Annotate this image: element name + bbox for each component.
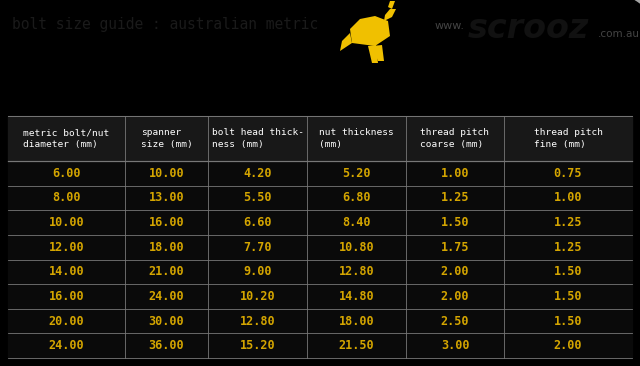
Text: 1.25: 1.25 <box>554 241 582 254</box>
Text: spanner
size (mm): spanner size (mm) <box>141 128 193 149</box>
Text: 21.00: 21.00 <box>148 265 184 278</box>
Text: 1.50: 1.50 <box>554 265 582 278</box>
Text: 30.00: 30.00 <box>148 314 184 328</box>
Text: 12.80: 12.80 <box>339 265 374 278</box>
Polygon shape <box>368 45 378 63</box>
Text: bolt size guide : australian metric: bolt size guide : australian metric <box>12 16 318 31</box>
Text: scrooz: scrooz <box>468 11 589 45</box>
Polygon shape <box>340 33 352 51</box>
Text: 12.00: 12.00 <box>49 241 84 254</box>
Text: 6.80: 6.80 <box>342 191 371 205</box>
Polygon shape <box>388 1 395 9</box>
Text: 2.50: 2.50 <box>441 314 469 328</box>
Text: 3.00: 3.00 <box>441 339 469 352</box>
Text: 13.00: 13.00 <box>148 191 184 205</box>
Text: 1.00: 1.00 <box>554 191 582 205</box>
Text: 1.75: 1.75 <box>441 241 469 254</box>
Polygon shape <box>372 45 384 61</box>
Text: 10.80: 10.80 <box>339 241 374 254</box>
Text: 24.00: 24.00 <box>148 290 184 303</box>
Text: 10.00: 10.00 <box>148 167 184 180</box>
Text: 1.50: 1.50 <box>441 216 469 229</box>
Text: 24.00: 24.00 <box>49 339 84 352</box>
Text: 8.00: 8.00 <box>52 191 81 205</box>
Text: 6.00: 6.00 <box>52 167 81 180</box>
Text: 2.00: 2.00 <box>441 265 469 278</box>
Text: 6.60: 6.60 <box>243 216 272 229</box>
Text: 4.20: 4.20 <box>243 167 272 180</box>
Text: 1.50: 1.50 <box>554 290 582 303</box>
Text: 15.20: 15.20 <box>240 339 275 352</box>
Text: 12.80: 12.80 <box>240 314 275 328</box>
Text: 18.00: 18.00 <box>148 241 184 254</box>
Text: 10.20: 10.20 <box>240 290 275 303</box>
Text: 2.00: 2.00 <box>554 339 582 352</box>
Text: 14.80: 14.80 <box>339 290 374 303</box>
Text: 1.25: 1.25 <box>441 191 469 205</box>
Text: 8.40: 8.40 <box>342 216 371 229</box>
Polygon shape <box>384 9 396 21</box>
Text: 36.00: 36.00 <box>148 339 184 352</box>
Text: 16.00: 16.00 <box>49 290 84 303</box>
Polygon shape <box>350 16 390 46</box>
Text: bolt head thick-
ness (mm): bolt head thick- ness (mm) <box>211 128 303 149</box>
Text: 20.00: 20.00 <box>49 314 84 328</box>
Text: www.: www. <box>435 21 465 31</box>
Text: 1.00: 1.00 <box>441 167 469 180</box>
Text: 16.00: 16.00 <box>148 216 184 229</box>
Text: 1.25: 1.25 <box>554 216 582 229</box>
Text: 5.20: 5.20 <box>342 167 371 180</box>
Text: 10.00: 10.00 <box>49 216 84 229</box>
Text: thread pitch
coarse (mm): thread pitch coarse (mm) <box>420 128 490 149</box>
Text: 1.50: 1.50 <box>554 314 582 328</box>
Text: 5.50: 5.50 <box>243 191 272 205</box>
Text: 14.00: 14.00 <box>49 265 84 278</box>
Text: 7.70: 7.70 <box>243 241 272 254</box>
Text: 18.00: 18.00 <box>339 314 374 328</box>
Ellipse shape <box>0 0 640 211</box>
Text: 0.75: 0.75 <box>554 167 582 180</box>
Text: metric bolt/nut
diameter (mm): metric bolt/nut diameter (mm) <box>24 128 109 149</box>
Text: 2.00: 2.00 <box>441 290 469 303</box>
Text: thread pitch
fine (mm): thread pitch fine (mm) <box>534 128 602 149</box>
Text: nut thickness
(mm): nut thickness (mm) <box>319 128 394 149</box>
Text: 9.00: 9.00 <box>243 265 272 278</box>
Text: 21.50: 21.50 <box>339 339 374 352</box>
Text: .com.au: .com.au <box>598 29 640 39</box>
